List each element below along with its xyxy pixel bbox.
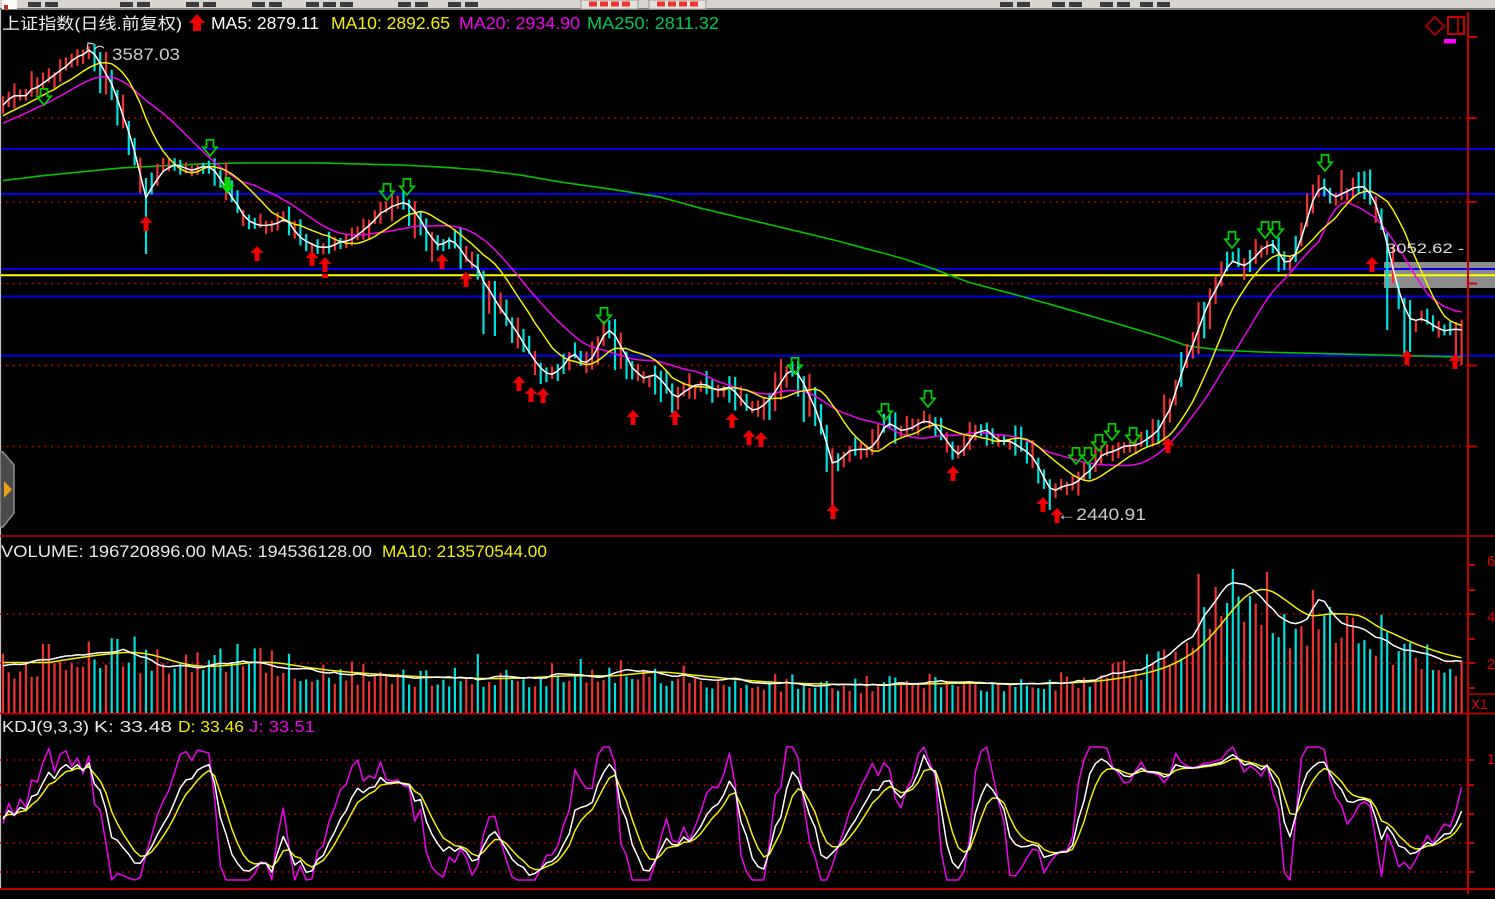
svg-text:KDJ(9,3,3): KDJ(9,3,3) xyxy=(2,719,89,736)
svg-text:D: 33.46: D: 33.46 xyxy=(178,719,244,736)
svg-text:X1: X1 xyxy=(1471,697,1488,712)
svg-text:6: 6 xyxy=(1487,553,1495,570)
svg-text:VOLUME: 196720896.00: VOLUME: 196720896.00 xyxy=(1,543,206,561)
svg-text:MA20: 2934.90: MA20: 2934.90 xyxy=(459,13,580,33)
svg-text:MA10: 2892.65: MA10: 2892.65 xyxy=(331,13,450,33)
svg-text:4: 4 xyxy=(1487,609,1495,626)
svg-text:MA10: 213570544.00: MA10: 213570544.00 xyxy=(382,543,547,561)
svg-text:上证指数(日线.前复权): 上证指数(日线.前复权) xyxy=(2,15,182,33)
svg-text:MA5: 2879.11: MA5: 2879.11 xyxy=(211,13,319,33)
svg-text:J: 33.51: J: 33.51 xyxy=(249,719,315,736)
svg-text:1: 1 xyxy=(1487,751,1495,768)
svg-text:K: 33.48: K: 33.48 xyxy=(94,719,172,736)
svg-text:3587.03: 3587.03 xyxy=(112,45,180,64)
svg-text:2: 2 xyxy=(1487,656,1495,673)
svg-text:MA5: 194536128.00: MA5: 194536128.00 xyxy=(211,543,372,561)
svg-text:MA250: 2811.32: MA250: 2811.32 xyxy=(587,13,719,33)
svg-text:←2440.91: ←2440.91 xyxy=(1057,505,1146,524)
svg-text:3052.62 -: 3052.62 - xyxy=(1386,240,1464,256)
